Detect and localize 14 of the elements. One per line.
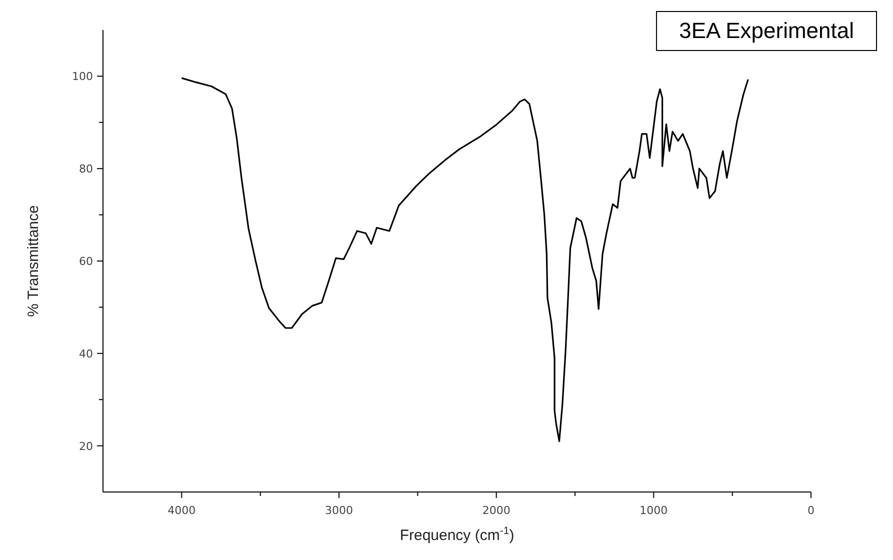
x-tick-label: 2000 xyxy=(482,504,510,517)
y-tick-label: 100 xyxy=(72,70,93,84)
x-tick-label: 0 xyxy=(808,504,814,517)
line-series xyxy=(180,77,749,442)
text: 3EA Experimental xyxy=(679,18,854,44)
y-axis-title: % Transmittance xyxy=(25,205,42,317)
x-tick-label: 1000 xyxy=(640,504,668,517)
y-tick-label: 20 xyxy=(79,440,93,453)
x-tick-label: 3000 xyxy=(325,504,353,517)
y-tick-label: 80 xyxy=(79,162,93,176)
x-tick-label: 4000 xyxy=(168,504,196,517)
y-tick-label: 60 xyxy=(79,255,93,268)
y-tick-label: 40 xyxy=(79,347,93,360)
x-axis-title: Frequency (cm$^{-1}$) xyxy=(400,525,514,544)
